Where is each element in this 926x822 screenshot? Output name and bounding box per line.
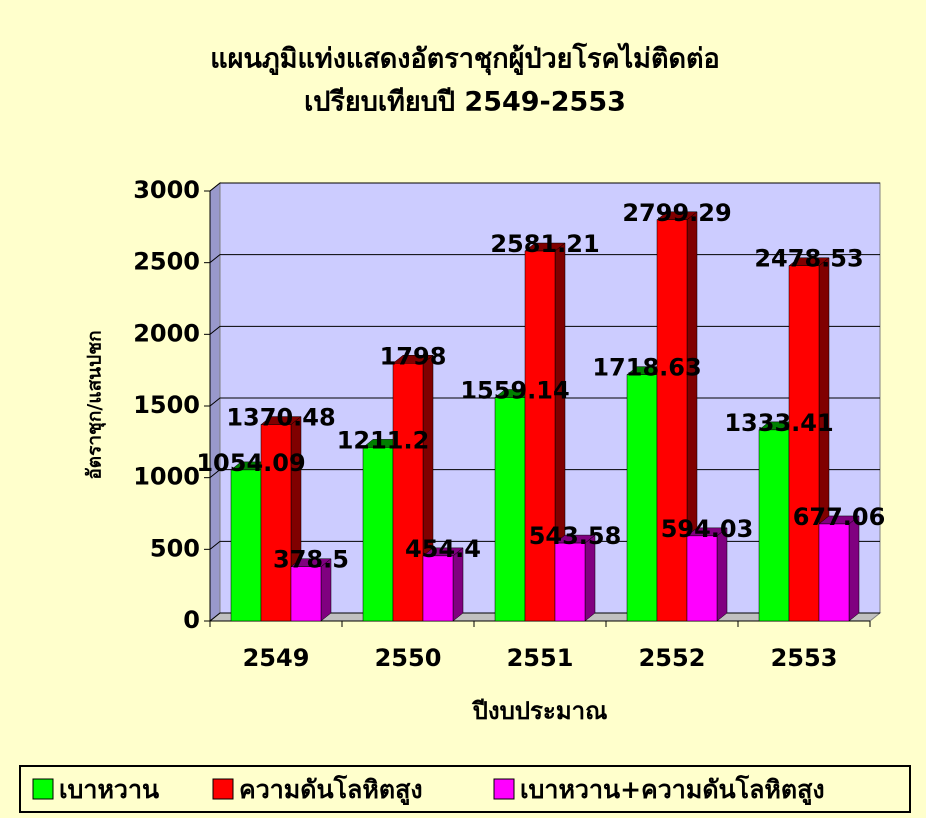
y-tick-label: 1500 [133,391,200,419]
data-label: 1211.2 [337,426,430,454]
legend-label: เบาหวาน+ความดันโลหิตสูง [520,774,825,806]
data-label: 543.58 [529,522,622,550]
y-tick-label: 2000 [133,319,200,347]
y-tick-label: 2500 [133,248,200,276]
legend-swatch [212,778,234,800]
bar [686,535,718,622]
bar [818,523,850,622]
x-tick-label: 2549 [243,644,310,672]
data-label: 1054.09 [196,449,305,477]
chart-title: แผนภูมิแท่งแสดงอัตราชุกผู้ป่วยโรคไม่ติดต… [210,42,720,76]
legend-swatch [32,778,54,800]
grid-line [209,182,880,192]
y-tick-label: 1000 [133,463,200,491]
bar [230,469,262,622]
bar-side [848,515,860,622]
bar [362,447,394,622]
legend-box [19,765,911,813]
y-axis-label: อัตราชุก/แสนปชก [84,330,107,479]
bar [656,219,688,622]
bar [260,424,292,622]
data-label: 454.4 [405,535,481,563]
x-tick-label: 2553 [771,644,838,672]
x-tick-label: 2550 [375,644,442,672]
bar [758,429,790,622]
bar [290,566,322,622]
bar [554,542,586,622]
x-axis-label: ปีงบประมาณ [472,697,608,725]
y-tick-label: 3000 [133,176,200,204]
bar [788,265,820,622]
y-tick-label: 500 [150,534,200,562]
legend-label: ความดันโลหิตสูง [239,774,423,806]
bar [494,397,526,622]
data-label: 1333.41 [724,409,833,437]
data-label: 2581.21 [490,230,599,258]
data-label: 2478.53 [754,245,863,273]
x-tick-label: 2551 [507,644,574,672]
data-label: 1370.48 [226,404,335,432]
data-label: 1559.14 [460,377,569,405]
data-label: 594.03 [661,515,754,543]
data-label: 1798 [380,342,447,370]
legend-swatch [493,778,515,800]
legend-label: เบาหวาน [59,775,159,804]
data-label: 2799.29 [622,199,731,227]
bar [392,363,424,622]
bar [422,555,454,622]
data-label: 378.5 [273,546,349,574]
chart-subtitle: เปรียบเทียบปี 2549-2553 [304,87,626,118]
data-label: 1718.63 [592,354,701,382]
bar [626,374,658,622]
x-tick-label: 2552 [639,644,706,672]
bar [524,250,556,622]
y-tick-label: 0 [183,606,200,634]
data-label: 677.06 [793,503,886,531]
